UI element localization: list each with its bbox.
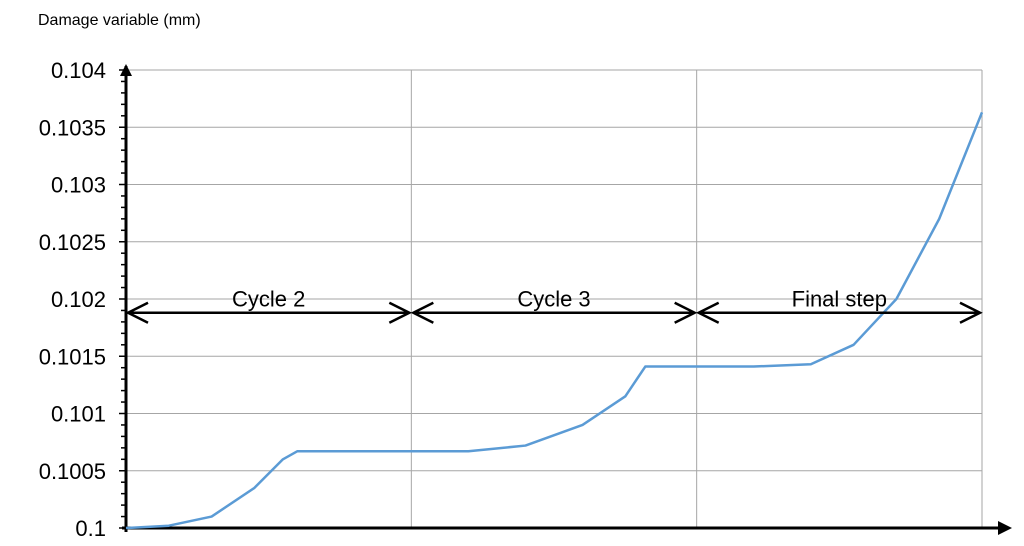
y-tick-label: 0.103	[51, 173, 106, 198]
y-tick-label: 0.104	[51, 58, 106, 83]
y-tick-label: 0.1005	[39, 459, 106, 484]
span-arrow-left	[695, 301, 720, 324]
y-tick-label: 0.1025	[39, 230, 106, 255]
span-arrow-left	[125, 301, 149, 324]
span-label: Cycle 2	[232, 287, 305, 312]
y-tick-label: 0.101	[51, 402, 106, 427]
y-tick-label: 0.102	[51, 287, 106, 312]
y-axis-arrow	[120, 64, 132, 76]
span-arrow-right	[959, 301, 983, 324]
span-arrow-right	[388, 301, 413, 324]
span-label: Final step	[792, 287, 887, 312]
span-arrow-right	[674, 301, 698, 324]
cycle-annotations: Cycle 2 Cycle 3 Final step	[125, 287, 983, 324]
span-arrow-left	[410, 301, 434, 324]
y-tick-label: 0.1	[75, 516, 106, 541]
axes	[119, 64, 1012, 535]
series	[125, 111, 984, 530]
span-label: Cycle 3	[517, 287, 590, 312]
grid	[126, 69, 983, 528]
y-axis-label: Damage variable (mm)	[38, 12, 201, 29]
x-axis-arrow	[998, 521, 1012, 535]
y-tick-label: 0.1015	[39, 344, 106, 369]
y-ticks: 0.1 0.1005 0.101 0.1015 0.102 0.1025 0.103 0.10…	[39, 58, 106, 541]
series-line	[125, 111, 984, 530]
y-tick-label: 0.1035	[39, 115, 106, 140]
